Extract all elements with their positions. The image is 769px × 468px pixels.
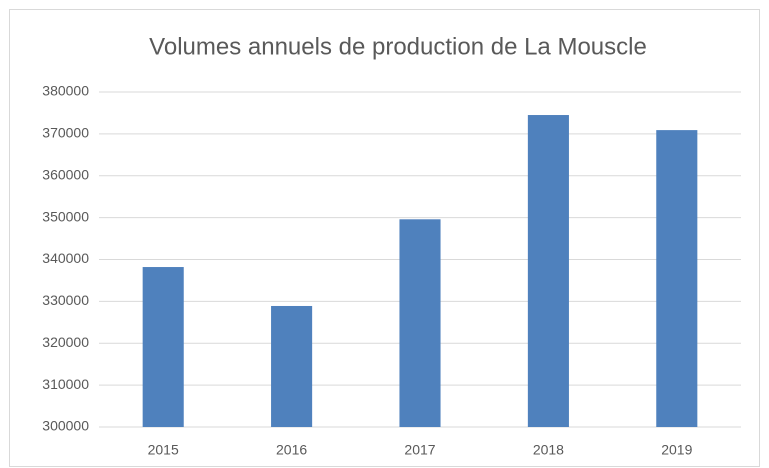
y-tick-label: 310000 [42, 376, 89, 392]
chart-border [9, 9, 760, 467]
y-tick-label: 370000 [42, 125, 89, 141]
bar [271, 305, 313, 427]
x-tick-label: 2015 [148, 442, 179, 458]
x-tick-label: 2016 [276, 442, 307, 458]
y-tick-label: 320000 [42, 334, 89, 350]
y-tick-label: 300000 [42, 418, 89, 434]
y-tick-label: 340000 [42, 250, 89, 266]
bar [656, 130, 698, 427]
y-tick-label: 350000 [42, 208, 89, 224]
x-tick-label: 2017 [404, 442, 435, 458]
y-tick-label: 360000 [42, 166, 89, 182]
bar [142, 267, 184, 427]
x-tick-label: 2019 [661, 442, 692, 458]
bar [399, 219, 441, 427]
y-tick-label: 330000 [42, 292, 89, 308]
y-tick-label: 380000 [42, 83, 89, 99]
bar [527, 115, 569, 427]
x-tick-label: 2018 [533, 442, 564, 458]
chart-title: Volumes annuels de production de La Mous… [149, 33, 647, 60]
